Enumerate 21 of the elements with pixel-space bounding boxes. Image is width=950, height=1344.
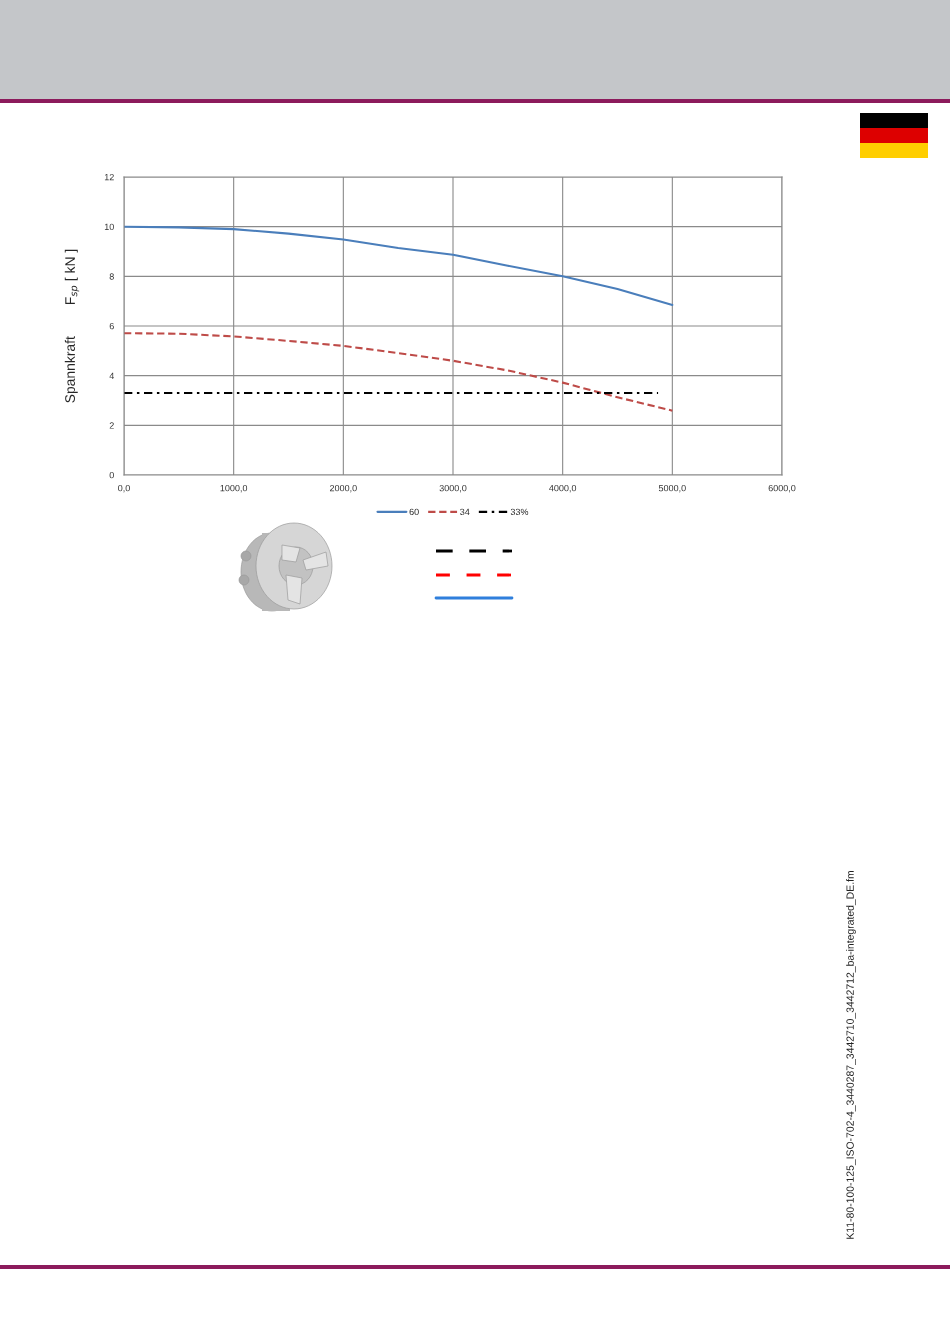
line-series bbox=[124, 332, 674, 412]
legend-label: 33% bbox=[510, 508, 529, 516]
x-tick-label: 0,0 bbox=[118, 484, 130, 493]
y-tick-label: 12 bbox=[104, 173, 114, 181]
y-tick-label: 6 bbox=[109, 322, 114, 330]
y-tick-label: 4 bbox=[109, 372, 115, 379]
x-tick-label: 2000,0 bbox=[329, 484, 357, 493]
x-tick-label: 5000,0 bbox=[658, 484, 686, 493]
x-tick-label: 1000,0 bbox=[220, 484, 248, 493]
legend-label: 34 bbox=[460, 508, 470, 516]
y-axis-title: Spannkraft F$_{sp}$ [ kN ] bbox=[64, 249, 80, 403]
x-tick-label: 6000,0 bbox=[768, 484, 796, 493]
y-tick-label: 10 bbox=[104, 223, 114, 231]
x-tick-label: 3000,0 bbox=[439, 484, 467, 493]
line-series bbox=[124, 225, 674, 306]
legend-label: 60 bbox=[409, 508, 419, 516]
text: K11-80-100-125_ISO-702-4_3440287_3442710_3442712_ba-integrated_DE.fm bbox=[846, 871, 856, 1239]
x-tick-label: 4000,0 bbox=[549, 484, 577, 493]
y-tick-label: 2 bbox=[109, 422, 114, 429]
y-tick-label: 0 bbox=[109, 471, 114, 479]
y-tick-label: 8 bbox=[109, 273, 114, 280]
